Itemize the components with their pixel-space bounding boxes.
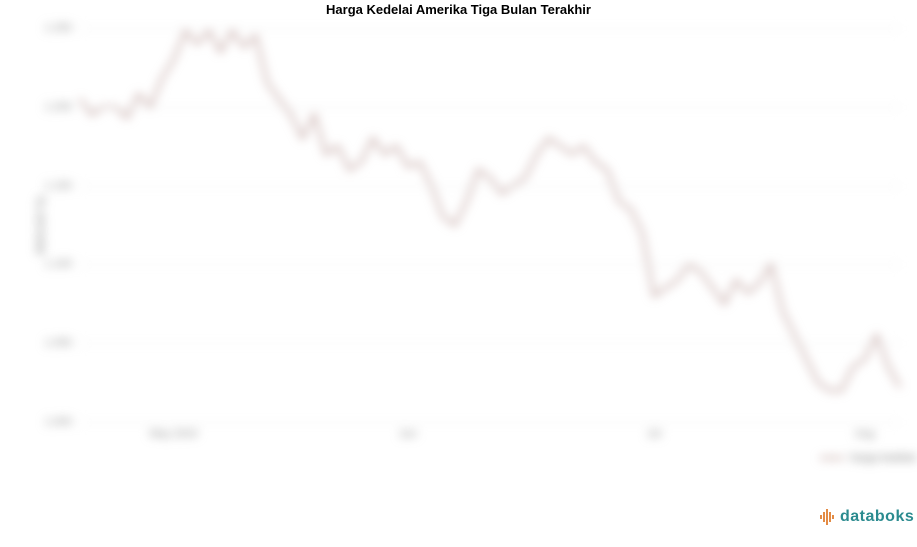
y-tick-label: 1.150 (44, 180, 80, 192)
databoks-logo-text: databoks (840, 508, 914, 526)
x-tick-label: Aug (855, 422, 875, 440)
chart-title: Harga Kedelai Amerika Tiga Bulan Terakhi… (0, 2, 917, 17)
y-tick-label: 1.250 (44, 22, 80, 34)
y-tick-label: 1.050 (44, 337, 80, 349)
legend-label: harga kedelai (850, 452, 916, 464)
legend-swatch (820, 457, 844, 459)
y-axis-label: BSh/100 Tp (35, 196, 47, 254)
y-tick-label: 1.200 (44, 101, 80, 113)
grid-line (80, 422, 900, 423)
x-tick-label: Jun (399, 422, 417, 440)
databoks-logo: databoks (818, 508, 914, 526)
databoks-logo-icon (818, 508, 836, 526)
price-series-line (80, 31, 900, 390)
y-tick-label: 1.000 (44, 416, 80, 428)
x-tick-label: Jul (647, 422, 661, 440)
grid-line (80, 264, 900, 265)
chart-legend: harga kedelai (820, 452, 916, 464)
x-tick-label: May 2024 (150, 422, 198, 440)
grid-line (80, 107, 900, 108)
y-tick-label: 1.100 (44, 258, 80, 270)
grid-line (80, 186, 900, 187)
chart-svg (80, 28, 900, 422)
grid-line (80, 343, 900, 344)
grid-line (80, 28, 900, 29)
chart-plot-area: 1.0001.0501.1001.1501.2001.250May 2024Ju… (80, 28, 900, 422)
